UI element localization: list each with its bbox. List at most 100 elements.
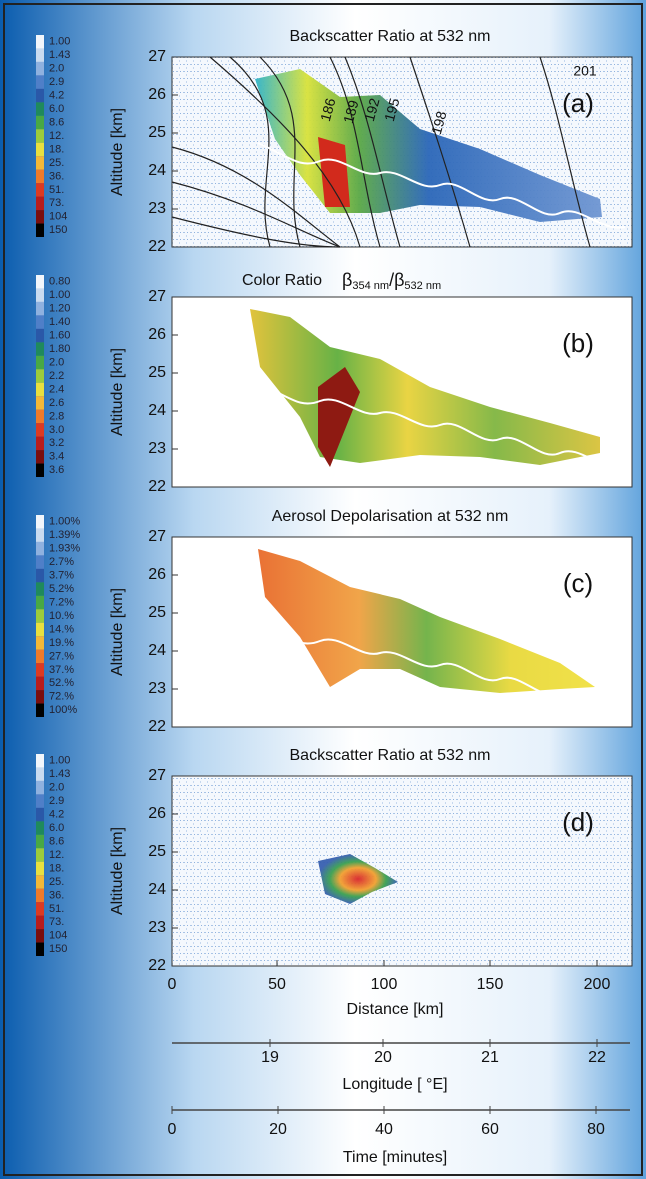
y-tick-label: 22 <box>148 478 166 495</box>
frame <box>3 3 643 1176</box>
contour-line <box>171 146 341 248</box>
colorbar-label: 0.80 <box>49 276 70 288</box>
colorbar-label: 1.80 <box>49 343 70 355</box>
contour-line <box>409 56 471 248</box>
y-tick-label: 25 <box>148 364 166 381</box>
colorbar-swatch <box>36 129 44 143</box>
colorbar-swatch <box>36 382 44 397</box>
colorbar-swatch <box>36 834 44 849</box>
aerosol-layer <box>258 549 595 693</box>
colorbar-swatch <box>36 942 44 956</box>
x-tick-label: 20 <box>269 1121 287 1138</box>
y-tick-label: 22 <box>148 957 166 974</box>
colorbar-swatch <box>36 396 44 410</box>
panel-title: Backscatter Ratio at 532 nm <box>290 747 491 764</box>
colorbar-label: 2.0 <box>49 63 64 75</box>
y-tick-label: 22 <box>148 718 166 735</box>
colorbar-label: 1.40 <box>49 316 70 328</box>
colorbar-label: 2.9 <box>49 795 64 807</box>
y-tick-label: 25 <box>148 124 166 141</box>
x-tick-label: 0 <box>168 1121 177 1138</box>
colorbar-label: 1.43 <box>49 768 70 780</box>
colorbar-swatch <box>36 915 44 930</box>
colorbar-label: 25. <box>49 157 64 169</box>
x-tick-label: 200 <box>584 976 611 993</box>
colorbar-label: 2.9 <box>49 76 64 88</box>
colorbar-label: 2.7% <box>49 556 74 568</box>
y-tick-label: 24 <box>148 162 166 179</box>
colorbar-swatch <box>36 35 44 49</box>
contour-line <box>209 56 361 248</box>
colorbar-swatch <box>36 515 44 529</box>
colorbar-label: 3.4 <box>49 451 64 463</box>
colorbar-swatch <box>36 807 44 822</box>
colorbar-swatch <box>36 754 44 768</box>
y-tick-label: 24 <box>148 402 166 419</box>
colorbar-swatch <box>36 315 44 329</box>
x-tick-label: 19 <box>261 1049 279 1066</box>
colorbar-label: 6.0 <box>49 103 64 115</box>
colorbar-label: 51. <box>49 184 64 196</box>
colorbar-swatch <box>36 88 44 103</box>
layer-core <box>318 367 360 467</box>
colorbar-swatch <box>36 888 44 903</box>
colorbar-label: 51. <box>49 903 64 915</box>
y-tick-label: 26 <box>148 566 166 583</box>
panel-label: (d) <box>562 807 594 837</box>
colorbar-label: 12. <box>49 849 64 861</box>
x-axis-title: Time [minutes] <box>343 1149 447 1166</box>
colorbar-label: 4.2 <box>49 90 64 102</box>
colorbar-label: 36. <box>49 170 64 182</box>
y-tick-label: 25 <box>148 604 166 621</box>
y-tick-label: 23 <box>148 919 166 936</box>
x-tick-label: 0 <box>168 976 177 993</box>
colorbar-swatch <box>36 342 44 356</box>
panel-label: (c) <box>563 568 593 598</box>
y-axis-title: Altitude [km] <box>109 348 126 436</box>
panel-title: Color Ratio <box>242 272 322 289</box>
y-tick-label: 26 <box>148 805 166 822</box>
colorbar-swatch <box>36 450 44 464</box>
colorbar-swatch <box>36 183 44 197</box>
panel-label: (b) <box>562 328 594 358</box>
y-tick-label: 23 <box>148 440 166 457</box>
colorbar-label: 12. <box>49 130 64 142</box>
colorbar-swatch <box>36 223 44 237</box>
colorbar-swatch <box>36 275 44 289</box>
colorbar-swatch <box>36 423 44 437</box>
colorbar-swatch <box>36 328 44 343</box>
colorbar-swatch <box>36 568 44 583</box>
colorbar-label: 25. <box>49 876 64 888</box>
contour-line <box>344 56 401 248</box>
colorbar-swatch <box>36 555 44 569</box>
colorbar-label: 2.4 <box>49 383 64 395</box>
colorbar-label: 18. <box>49 143 64 155</box>
y-tick-label: 27 <box>148 288 166 305</box>
colorbar-label: 3.0 <box>49 424 64 436</box>
panel-title: Backscatter Ratio at 532 nm <box>290 28 491 45</box>
colorbar-label: 7.2% <box>49 596 74 608</box>
colorbar-swatch <box>36 169 44 184</box>
colorbar-label: 2.2 <box>49 370 64 382</box>
colorbar-swatch <box>36 369 44 383</box>
formula-part: 532 nm <box>404 280 441 292</box>
colorbar-label: 1.93% <box>49 543 80 555</box>
colorbar-swatch <box>36 102 44 116</box>
colorbar-label: 36. <box>49 889 64 901</box>
colorbar-label: 104 <box>49 930 67 942</box>
x-tick-label: 100 <box>371 976 398 993</box>
colorbar-label: 3.7% <box>49 570 74 582</box>
colorbar-swatch <box>36 676 44 691</box>
formula-part: 354 nm <box>352 280 389 292</box>
x-axis-title: Longitude [ °E] <box>342 1076 447 1093</box>
colorbar-label: 1.00 <box>49 36 70 48</box>
aerosol-layer <box>318 854 398 904</box>
colorbar-swatch <box>36 582 44 596</box>
x-tick-label: 22 <box>588 1049 606 1066</box>
x-tick-label: 40 <box>375 1121 393 1138</box>
colorbar-label: 2.6 <box>49 397 64 409</box>
y-tick-label: 24 <box>148 642 166 659</box>
tropopause-line <box>257 142 626 229</box>
